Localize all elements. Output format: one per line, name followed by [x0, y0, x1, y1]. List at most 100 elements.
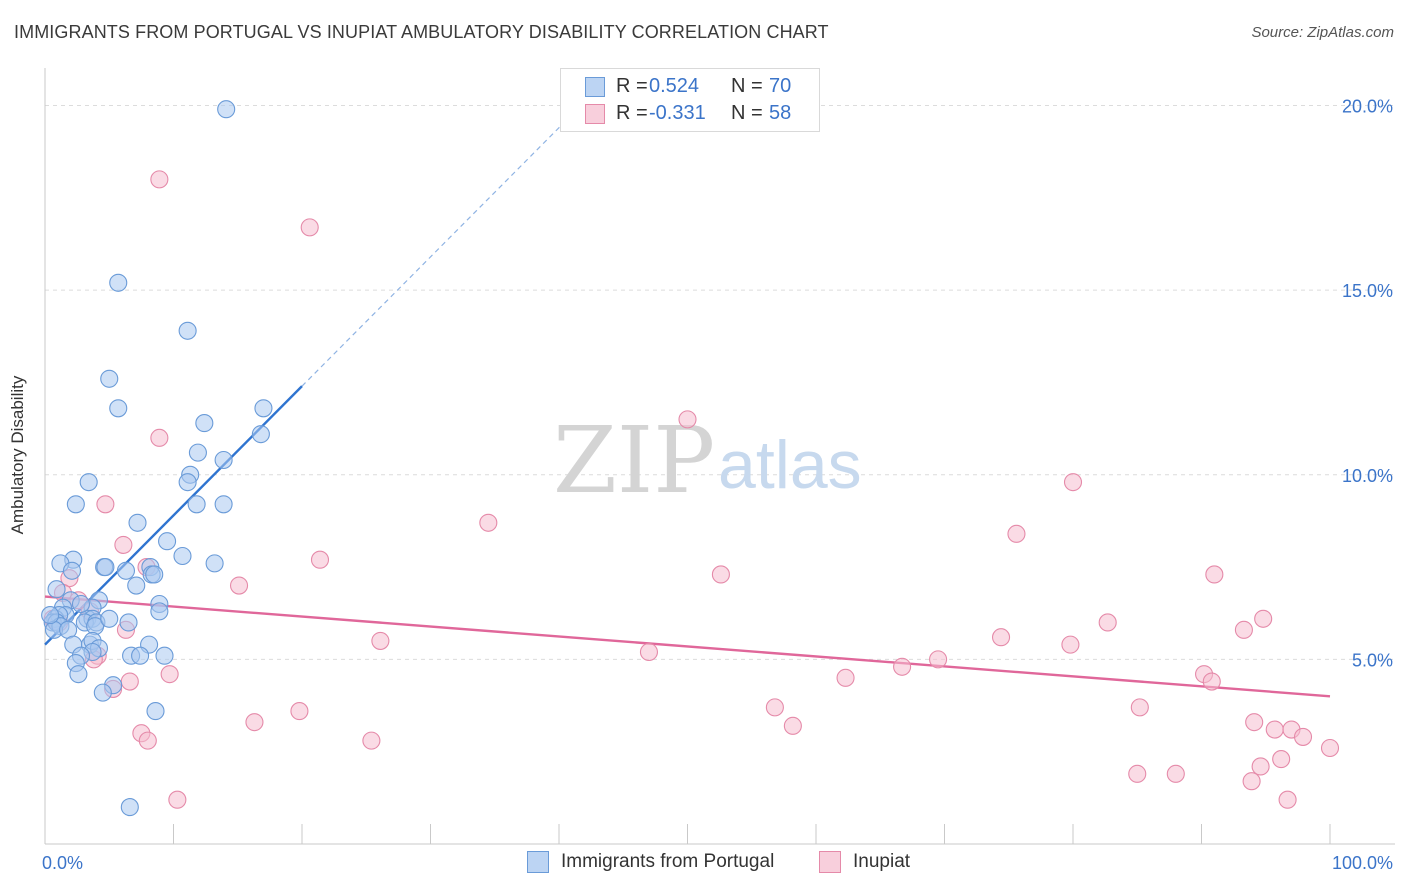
watermark-atlas: atlas: [718, 427, 862, 503]
point-portugal: [188, 443, 207, 462]
trend-line-inupiat: [44, 595, 1331, 698]
legend-r-value: -0.331: [649, 101, 706, 124]
point-portugal: [109, 273, 128, 292]
legend-n-label: N =: [731, 101, 763, 124]
point-inupiat: [120, 672, 139, 691]
point-inupiat: [150, 428, 169, 447]
point-portugal: [96, 558, 115, 577]
point-inupiat: [1063, 473, 1083, 492]
correlation-legend: R = 0.524 N = 70 R = -0.331 N = 58: [560, 68, 820, 132]
point-portugal: [205, 554, 224, 573]
point-inupiat: [1320, 738, 1340, 758]
y-tick-label: 15.0%: [1342, 281, 1393, 301]
point-portugal: [173, 546, 192, 566]
point-portugal: [187, 495, 206, 514]
point-portugal: [100, 369, 119, 388]
point-inupiat: [96, 495, 115, 514]
legend-item-inupiat: Inupiat: [819, 851, 910, 873]
point-portugal: [254, 399, 273, 418]
point-portugal: [214, 450, 233, 470]
point-inupiat: [836, 668, 855, 687]
point-inupiat: [1293, 727, 1313, 746]
point-inupiat: [362, 731, 381, 750]
point-inupiat: [1251, 757, 1270, 776]
point-portugal: [41, 606, 60, 625]
point-inupiat: [783, 716, 802, 735]
point-inupiat: [991, 628, 1011, 647]
legend-label-portugal: Immigrants from Portugal: [561, 851, 775, 872]
x-tick-label: 100.0%: [1332, 853, 1393, 873]
point-portugal: [47, 580, 66, 599]
point-inupiat: [114, 535, 133, 554]
point-portugal: [66, 495, 85, 514]
point-inupiat: [229, 576, 249, 595]
point-inupiat: [711, 565, 730, 584]
point-inupiat: [1234, 620, 1253, 639]
point-inupiat: [479, 513, 498, 532]
legend-swatch-blue: [527, 851, 549, 873]
point-inupiat: [1242, 772, 1261, 791]
point-inupiat: [168, 790, 187, 809]
legend-r-label: R =: [616, 74, 648, 97]
y-tick-label: 5.0%: [1352, 650, 1393, 670]
point-inupiat: [290, 702, 309, 721]
point-inupiat: [765, 698, 784, 717]
legend-r-value: 0.524: [649, 74, 700, 97]
point-inupiat: [639, 642, 659, 662]
point-inupiat: [1205, 565, 1224, 584]
point-inupiat: [1130, 698, 1149, 717]
point-portugal: [146, 702, 165, 721]
trend-lines: [44, 101, 1331, 698]
data-points: [41, 100, 1340, 817]
point-inupiat: [929, 650, 948, 669]
axes: [44, 68, 1395, 845]
point-inupiat: [310, 550, 330, 569]
point-inupiat: [1272, 750, 1291, 769]
point-portugal: [62, 561, 82, 580]
y-axis-label: Ambulatory Disability: [8, 375, 27, 535]
point-portugal: [251, 425, 270, 444]
point-portugal: [71, 594, 91, 614]
point-portugal: [127, 576, 146, 595]
point-inupiat: [1254, 609, 1273, 628]
point-portugal: [79, 473, 98, 492]
point-portugal: [178, 473, 197, 492]
point-portugal: [131, 646, 150, 665]
point-portugal: [128, 513, 147, 532]
y-tick-label: 10.0%: [1342, 466, 1393, 486]
point-portugal: [217, 100, 236, 119]
legend-swatch-blue: [585, 77, 605, 97]
point-portugal: [150, 602, 169, 621]
point-inupiat: [893, 657, 912, 676]
legend-item-portugal: Immigrants from Portugal: [527, 851, 774, 873]
point-portugal: [178, 321, 197, 340]
legend-label-inupiat: Inupiat: [853, 851, 911, 872]
point-portugal: [109, 399, 128, 418]
point-portugal: [116, 561, 136, 580]
legend-r-label: R =: [616, 101, 648, 124]
watermark: ZIP atlas: [553, 407, 862, 514]
legend-swatch-pink: [819, 851, 841, 873]
point-portugal: [120, 798, 139, 817]
point-portugal: [155, 646, 174, 665]
point-portugal: [69, 665, 88, 684]
source-label: Source: ZipAtlas.com: [1251, 24, 1394, 41]
point-inupiat: [300, 218, 319, 237]
y-tick-label: 20.0%: [1342, 97, 1393, 117]
tick-labels: 5.0% 10.0% 15.0% 20.0% 0.0% 100.0%: [42, 97, 1393, 873]
point-inupiat: [138, 731, 157, 750]
legend-row-inupiat: R = -0.331 N = 58: [561, 100, 819, 126]
legend-n-value: 70: [769, 74, 792, 97]
point-inupiat: [371, 631, 390, 650]
point-inupiat: [1245, 713, 1264, 732]
point-portugal: [93, 683, 112, 702]
legend-n-label: N =: [731, 74, 763, 97]
point-portugal: [214, 495, 233, 514]
point-inupiat: [1007, 524, 1026, 543]
legend-n-value: 58: [769, 101, 792, 124]
point-inupiat: [1166, 764, 1185, 783]
point-portugal: [119, 613, 138, 632]
point-inupiat: [1098, 613, 1117, 632]
point-inupiat: [1128, 764, 1147, 783]
point-inupiat: [1061, 635, 1080, 654]
